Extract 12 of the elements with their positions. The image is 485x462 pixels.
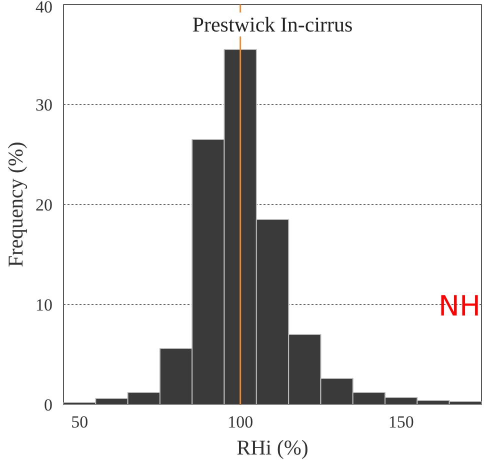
y-tick-label: 30: [36, 96, 52, 114]
x-tick-label: 150: [388, 412, 414, 432]
x-tick-label: 100: [228, 412, 254, 432]
y-tick-label: 40: [36, 0, 52, 16]
x-axis-title: RHi (%): [236, 436, 308, 460]
y-tick-label: 10: [36, 296, 52, 314]
x-tick-label: 50: [71, 412, 88, 432]
y-tick-label: 20: [36, 196, 52, 214]
annotation: NH: [438, 290, 480, 322]
y-tick-label: 0: [44, 396, 52, 414]
y-axis-title: Frequency (%): [4, 142, 28, 268]
chart-title: Prestwick In-cirrus: [192, 12, 353, 36]
